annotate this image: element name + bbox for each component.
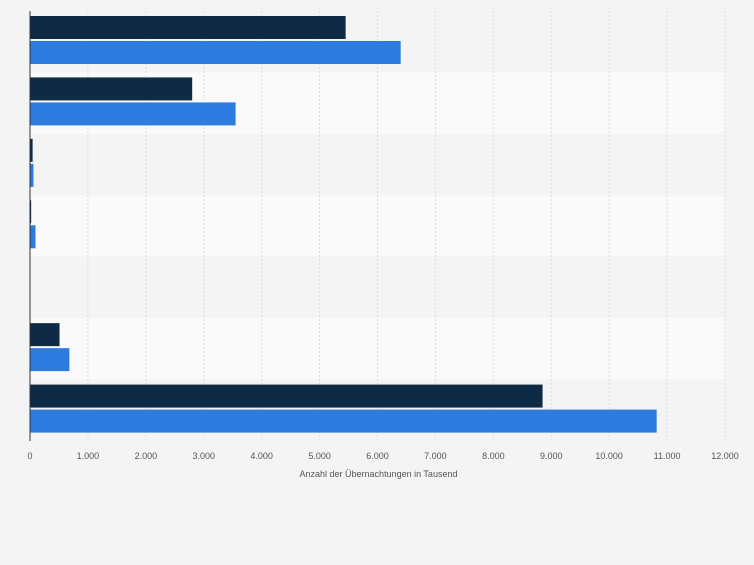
- x-tick-label: 4.000: [250, 451, 273, 461]
- x-tick-label: 8.000: [482, 451, 505, 461]
- x-tick-label: 1.000: [77, 451, 100, 461]
- bar[interactable]: [30, 102, 236, 126]
- category-band: [30, 195, 725, 257]
- x-tick-label: 11.000: [654, 451, 681, 461]
- bar[interactable]: [30, 409, 657, 433]
- x-tick-label: 6.000: [366, 451, 389, 461]
- bar[interactable]: [30, 16, 346, 39]
- x-tick-label: 0: [27, 451, 32, 461]
- x-tick-labels: 0 1.000 2.000 3.000 4.000 5.000 6.000 7.000 8.00…: [27, 451, 738, 461]
- bar[interactable]: [30, 323, 60, 347]
- x-tick-label: 9.000: [540, 451, 563, 461]
- bar[interactable]: [30, 348, 70, 372]
- x-tick-label: 3.000: [192, 451, 215, 461]
- x-tick-label: 10.000: [595, 451, 623, 461]
- x-tick-label: 5.000: [308, 451, 331, 461]
- x-tick-label: 2.000: [135, 451, 158, 461]
- bar[interactable]: [30, 200, 32, 224]
- x-tick-label: 12.000: [711, 451, 739, 461]
- bars: [30, 16, 657, 433]
- bar[interactable]: [30, 384, 543, 408]
- bar[interactable]: [30, 225, 36, 249]
- x-axis-title: Anzahl der Übernachtungen in Tausend: [300, 469, 458, 479]
- bar[interactable]: [30, 163, 34, 187]
- bar[interactable]: [30, 138, 33, 162]
- x-tick-label: 7.000: [424, 451, 447, 461]
- bar[interactable]: [30, 41, 401, 64]
- bar[interactable]: [30, 77, 193, 101]
